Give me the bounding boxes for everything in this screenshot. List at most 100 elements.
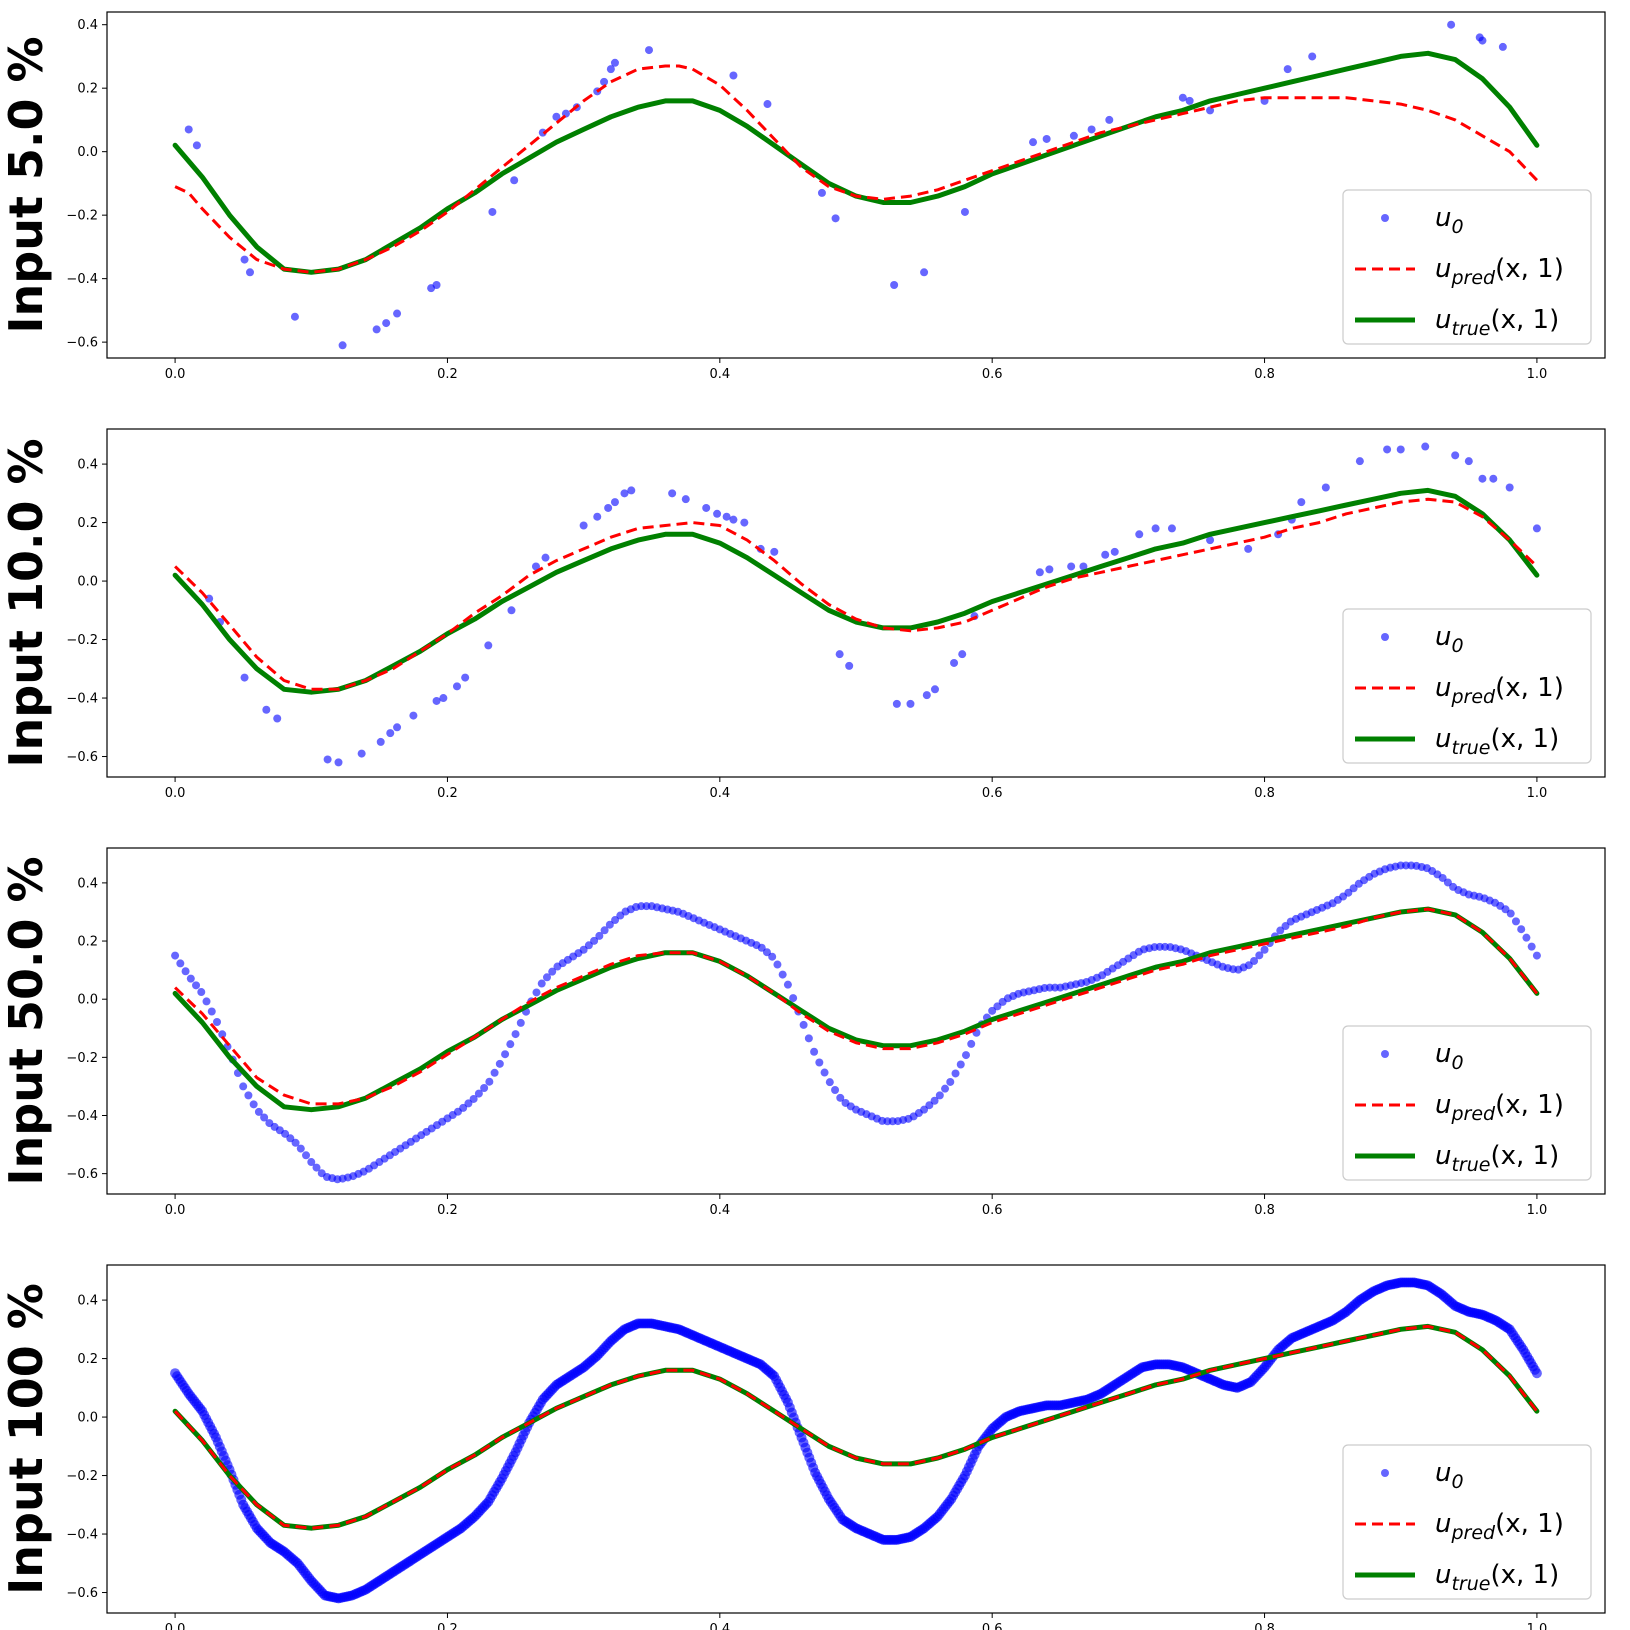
- series-u0: [184, 20, 1507, 350]
- u0-point: [763, 100, 772, 109]
- legend-label-true: utrue(x, 1): [1435, 724, 1559, 759]
- u0-point: [1443, 878, 1452, 887]
- y-tick-label: −0.6: [66, 1167, 98, 1182]
- u0-point: [610, 58, 619, 67]
- legend-label-u0: u0: [1435, 203, 1464, 238]
- u0-point: [409, 711, 418, 720]
- legend: u0 upred(x, 1) utrue(x, 1): [1342, 189, 1592, 345]
- u0-point: [464, 1099, 473, 1108]
- u0-point: [1478, 474, 1487, 483]
- legend-label-true: utrue(x, 1): [1435, 1560, 1559, 1595]
- u0-point: [906, 699, 915, 708]
- u0-point: [757, 943, 766, 952]
- u0-point: [495, 1059, 504, 1068]
- u0-point: [1045, 565, 1054, 574]
- u0-point: [511, 1030, 520, 1039]
- u0-point: [1167, 524, 1176, 533]
- x-tick-label: 1.0: [1527, 367, 1548, 382]
- u0-point: [382, 319, 391, 328]
- u0-point: [1281, 922, 1290, 931]
- u0-point: [768, 952, 777, 961]
- u0-point: [184, 125, 193, 134]
- u0-point: [892, 699, 901, 708]
- u0-point: [961, 1051, 970, 1060]
- u0-point: [212, 1018, 221, 1027]
- y-axis-label: Input 100 %: [0, 1283, 53, 1595]
- u0-point: [1069, 131, 1078, 140]
- u0-point: [1464, 457, 1473, 466]
- u0-point: [1478, 36, 1487, 45]
- u0-point: [1344, 888, 1353, 897]
- u0-point: [218, 1030, 227, 1039]
- x-tick-label: 1.0: [1527, 1203, 1548, 1218]
- y-axis-label: Input 50.0 %: [0, 856, 53, 1185]
- x-tick-label: 0.4: [709, 1622, 730, 1630]
- u0-point: [1447, 20, 1456, 29]
- y-tick-label: 0.2: [77, 1352, 98, 1367]
- y-tick-label: −0.4: [66, 692, 98, 707]
- u0-point: [804, 1034, 813, 1043]
- x-tick-label: 0.2: [437, 1622, 458, 1630]
- u0-point: [681, 495, 690, 504]
- legend-marker-u0: [1381, 1050, 1389, 1058]
- u0-point: [1250, 956, 1259, 965]
- u0-point: [890, 280, 899, 289]
- u0-point: [1206, 536, 1215, 545]
- u0-point: [273, 714, 282, 723]
- legend: u0 upred(x, 1) utrue(x, 1): [1342, 608, 1592, 764]
- y-tick-label: 0.4: [77, 1294, 98, 1309]
- u0-point: [722, 512, 731, 521]
- u0-point: [1079, 562, 1088, 571]
- u0-point: [1396, 445, 1405, 454]
- u0-point: [507, 606, 516, 615]
- u0-point: [920, 268, 929, 277]
- u0-point: [281, 1129, 290, 1138]
- u0-point: [338, 341, 347, 350]
- u0-point: [262, 705, 271, 714]
- u0-point: [836, 1093, 845, 1102]
- u0-point: [799, 1020, 808, 1029]
- legend-box: [1342, 608, 1592, 764]
- u0-point: [249, 1100, 258, 1109]
- u0-point: [386, 729, 395, 738]
- u-pred-line: [174, 907, 1539, 1106]
- u0-point: [1522, 933, 1531, 942]
- u0-point: [1505, 483, 1514, 492]
- u0-point: [605, 920, 614, 929]
- u0-point: [645, 46, 654, 55]
- x-tick-label: 0.0: [165, 1203, 186, 1218]
- u0-point: [600, 926, 609, 935]
- u0-point: [593, 512, 602, 521]
- u0-point: [600, 77, 609, 86]
- legend-label-pred: upred(x, 1): [1435, 673, 1564, 708]
- u0-point: [291, 1138, 300, 1147]
- u0-point: [1042, 134, 1051, 143]
- u0-point: [1438, 873, 1447, 882]
- u0-point: [817, 188, 826, 197]
- u0-point: [778, 970, 787, 979]
- u0-point: [501, 1050, 510, 1059]
- u0-point: [922, 691, 931, 700]
- y-tick-label: −0.2: [66, 209, 98, 224]
- u0-point: [820, 1068, 829, 1077]
- u0-point: [810, 1047, 819, 1056]
- u0-point: [1255, 951, 1264, 960]
- y-tick-label: −0.2: [66, 633, 98, 648]
- u0-point: [1029, 138, 1038, 147]
- u0-point: [290, 312, 299, 321]
- u0-point: [510, 176, 519, 185]
- series-u0: [170, 1277, 1542, 1604]
- u0-point: [920, 1105, 929, 1114]
- y-tick-label: 0.0: [77, 993, 98, 1008]
- y-tick-label: −0.6: [66, 336, 98, 351]
- u0-point: [452, 682, 461, 691]
- u0-point: [702, 503, 711, 512]
- u0-point: [192, 141, 201, 150]
- u0-point: [1506, 909, 1515, 918]
- u0-point: [254, 1107, 263, 1116]
- u0-point: [176, 959, 185, 968]
- u0-point: [1511, 917, 1520, 926]
- u0-point: [393, 309, 402, 318]
- x-tick-label: 0.8: [1254, 786, 1275, 801]
- x-tick-label: 1.0: [1527, 786, 1548, 801]
